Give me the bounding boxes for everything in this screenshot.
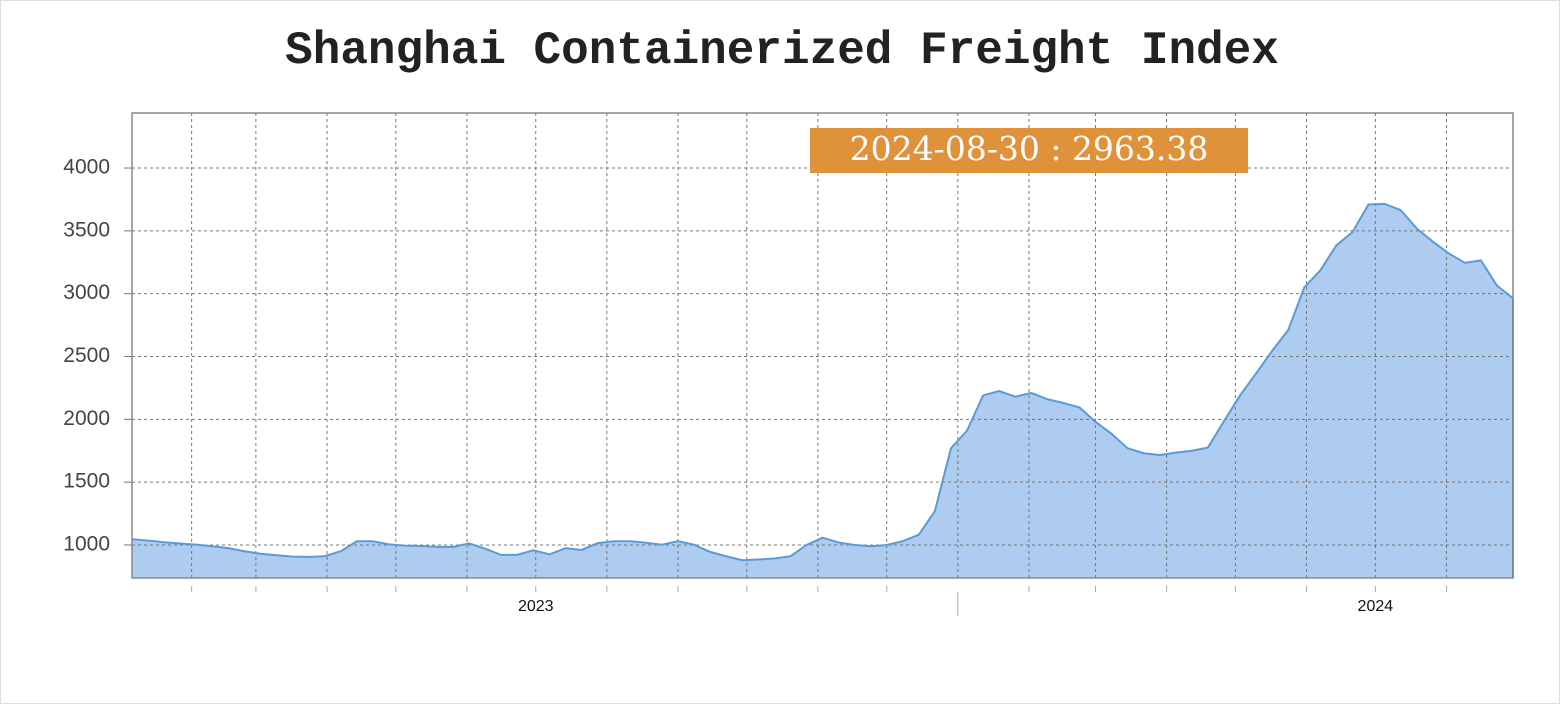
chart-title: Shanghai Containerized Freight Index	[285, 25, 1279, 77]
y-tick-label: 1000	[63, 533, 110, 556]
plot-border	[131, 112, 1514, 579]
series-line	[131, 202, 1514, 562]
y-tick-label: 3500	[63, 218, 110, 241]
annotation-box	[810, 128, 1248, 173]
area-fill	[132, 203, 1513, 578]
y-tick-label: 3000	[63, 281, 110, 304]
y-tick-label: 4000	[63, 156, 110, 179]
x-tick-label: 2024	[1358, 598, 1394, 615]
y-tick-label: 2000	[63, 407, 110, 430]
y-tick-label: 2500	[63, 344, 110, 367]
annotation: 2024-08-30 : 2963.38	[850, 129, 1209, 168]
x-tick-label: 2023	[518, 598, 554, 615]
y-tick-label: 1500	[63, 470, 110, 493]
